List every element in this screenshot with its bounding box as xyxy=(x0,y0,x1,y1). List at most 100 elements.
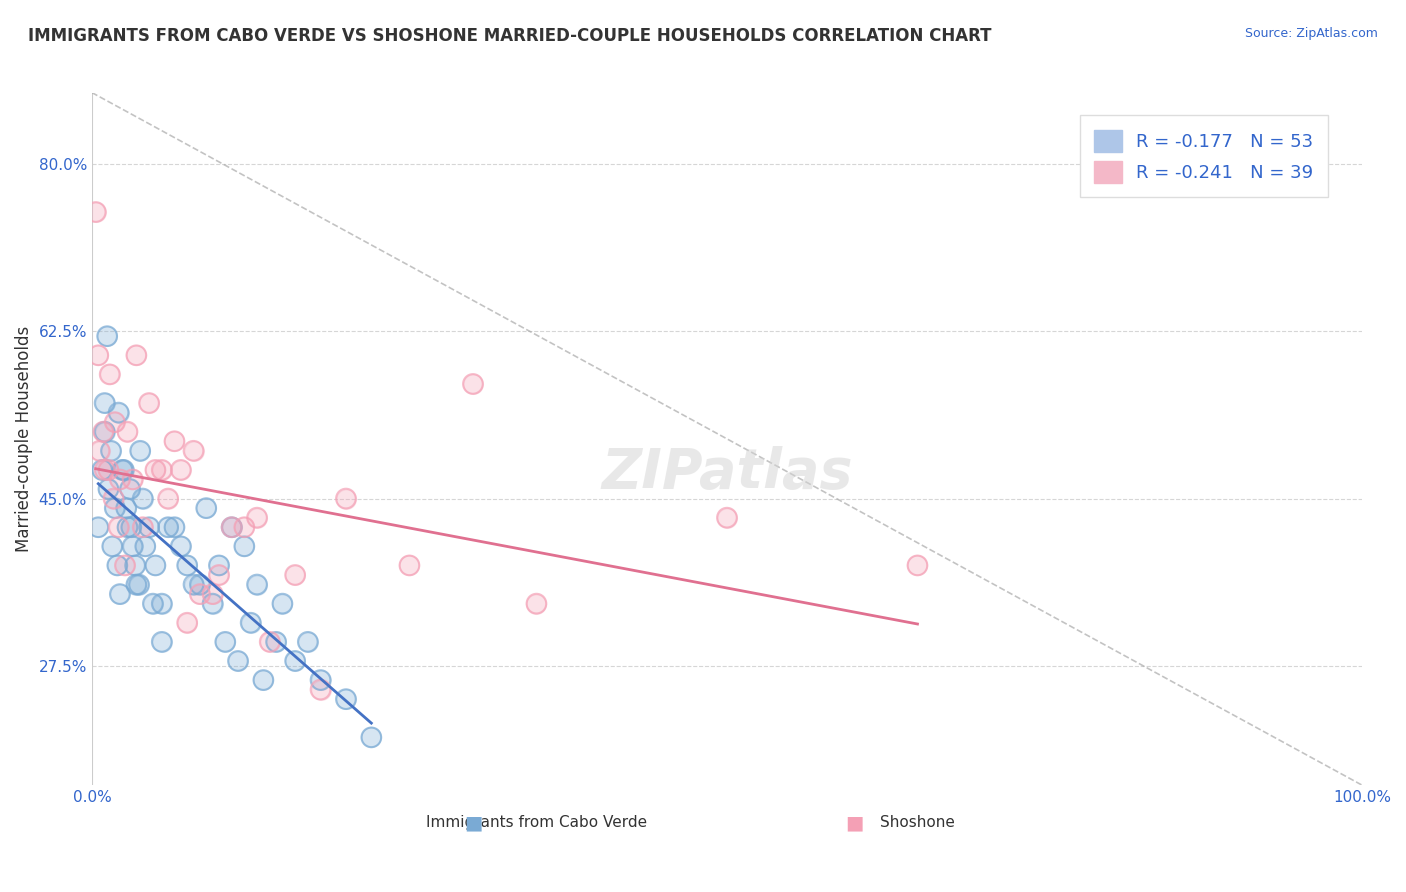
Text: IMMIGRANTS FROM CABO VERDE VS SHOSHONE MARRIED-COUPLE HOUSEHOLDS CORRELATION CHA: IMMIGRANTS FROM CABO VERDE VS SHOSHONE M… xyxy=(28,27,991,45)
Point xyxy=(297,635,319,649)
Point xyxy=(128,577,150,591)
Point xyxy=(252,673,274,687)
Text: ZIPatlas: ZIPatlas xyxy=(602,447,852,500)
Point xyxy=(125,577,148,591)
Point xyxy=(97,482,120,496)
Point xyxy=(101,539,124,553)
Point xyxy=(259,635,281,649)
Point xyxy=(103,491,125,506)
Point xyxy=(117,425,139,439)
Point xyxy=(170,463,193,477)
Point xyxy=(117,425,139,439)
Point xyxy=(104,415,127,429)
Point xyxy=(233,520,256,534)
Point xyxy=(150,597,173,611)
Point xyxy=(108,587,131,601)
Point xyxy=(117,520,139,534)
Point xyxy=(138,520,160,534)
Point xyxy=(100,443,122,458)
Point xyxy=(105,558,128,573)
Point xyxy=(233,520,256,534)
Point xyxy=(188,577,211,591)
Point xyxy=(132,520,155,534)
Point xyxy=(84,205,107,219)
Point xyxy=(208,558,231,573)
Point xyxy=(145,558,167,573)
Point xyxy=(150,463,173,477)
Point xyxy=(233,539,256,553)
Point xyxy=(107,520,129,534)
Text: Immigrants from Cabo Verde: Immigrants from Cabo Verde xyxy=(426,814,647,830)
Point xyxy=(246,577,269,591)
Point xyxy=(264,635,287,649)
Point xyxy=(226,654,249,668)
Point xyxy=(360,731,382,745)
Point xyxy=(96,329,118,343)
Point xyxy=(142,597,165,611)
Point xyxy=(104,415,127,429)
Point xyxy=(93,425,115,439)
Point xyxy=(150,635,173,649)
Point xyxy=(120,520,142,534)
Point xyxy=(142,597,165,611)
Point xyxy=(716,510,738,524)
Point xyxy=(221,520,243,534)
Point xyxy=(157,491,180,506)
Point xyxy=(360,731,382,745)
Point xyxy=(239,615,262,630)
Point xyxy=(134,539,156,553)
Point xyxy=(103,491,125,506)
Point xyxy=(398,558,420,573)
Point xyxy=(246,510,269,524)
Text: ■: ■ xyxy=(845,814,863,833)
Point xyxy=(188,577,211,591)
Point xyxy=(105,558,128,573)
Point xyxy=(150,597,173,611)
Point xyxy=(93,396,115,410)
Legend: R = -0.177   N = 53, R = -0.241   N = 39: R = -0.177 N = 53, R = -0.241 N = 39 xyxy=(1080,115,1327,197)
Point xyxy=(284,568,307,582)
Point xyxy=(111,463,134,477)
Point xyxy=(309,673,332,687)
Point xyxy=(335,692,357,706)
Point xyxy=(259,635,281,649)
Point xyxy=(121,473,143,487)
Point xyxy=(264,635,287,649)
Point xyxy=(124,558,146,573)
Point xyxy=(335,491,357,506)
Point xyxy=(246,510,269,524)
Point xyxy=(124,558,146,573)
Point xyxy=(188,587,211,601)
Point xyxy=(176,558,198,573)
Point xyxy=(104,501,127,516)
Point xyxy=(201,587,224,601)
Point xyxy=(107,406,129,420)
Point xyxy=(108,473,131,487)
Point xyxy=(129,443,152,458)
Point xyxy=(104,501,127,516)
Text: ■: ■ xyxy=(464,814,482,833)
Point xyxy=(297,635,319,649)
Point xyxy=(461,376,484,391)
Point xyxy=(118,482,141,496)
Point xyxy=(97,463,120,477)
Point xyxy=(93,463,115,477)
Point xyxy=(97,463,120,477)
Point xyxy=(93,425,115,439)
Point xyxy=(150,635,173,649)
Point xyxy=(89,443,111,458)
Point xyxy=(233,539,256,553)
Point xyxy=(170,463,193,477)
Point xyxy=(132,491,155,506)
Point xyxy=(201,597,224,611)
Point xyxy=(183,577,205,591)
Point xyxy=(108,587,131,601)
Point xyxy=(284,568,307,582)
Point xyxy=(87,520,110,534)
Point xyxy=(163,434,186,449)
Point xyxy=(91,463,114,477)
Point xyxy=(150,463,173,477)
Point xyxy=(114,558,136,573)
Point xyxy=(93,425,115,439)
Point xyxy=(107,520,129,534)
